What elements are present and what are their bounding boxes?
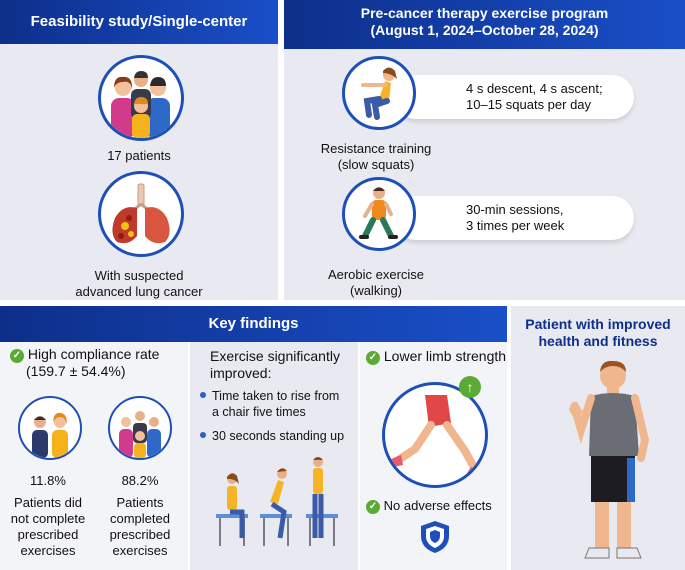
compliance-rate: (159.7 ± 54.4%) <box>26 363 126 379</box>
completers-line-3: prescribed <box>109 527 171 542</box>
outcome-title-line-1: Patient with improved <box>525 316 671 332</box>
patients-count: 17 patients <box>107 148 171 163</box>
resistance-label-line-2: (slow squats) <box>337 157 415 172</box>
completers-illustration <box>108 396 172 460</box>
improvement-item-1: Time taken to rise from a chair five tim… <box>200 388 339 420</box>
leg-strength-illustration <box>382 382 488 488</box>
improvement-heading: Exercise significantly improved: <box>210 348 340 382</box>
feasibility-header: Feasibility study/Single-center <box>0 0 278 44</box>
resistance-detail-pill: 4 s descent, 4 s ascent; 10–15 squats pe… <box>394 75 634 119</box>
patients-group-illustration <box>98 55 184 141</box>
condition-label: With suspected advanced lung cancer <box>0 268 278 300</box>
aerobic-detail-line-2: 3 times per week <box>466 218 565 233</box>
non-completers-illustration <box>18 396 82 460</box>
up-arrow-icon: ↑ <box>459 376 481 398</box>
improvement-item-1-line-1: Time taken to rise from <box>212 389 340 403</box>
completers-percent: 88.2% <box>121 473 159 488</box>
condition-line-2: advanced lung cancer <box>75 284 203 299</box>
aerobic-label-line-2: (walking) <box>349 283 402 298</box>
bullet-icon <box>200 392 206 398</box>
improvement-title-line-2: improved: <box>210 365 272 381</box>
improvement-item-1-line-2: a chair five times <box>212 405 306 419</box>
completers-line-1: Patients <box>116 495 164 510</box>
aerobic-detail-pill: 30-min sessions, 3 times per week <box>394 196 634 240</box>
feasibility-title: Feasibility study/Single-center <box>30 13 248 30</box>
resistance-label-line-1: Resistance training <box>320 141 432 156</box>
check-icon: ✓ <box>366 351 380 365</box>
non-completers-stat: 11.8% Patients did not complete prescrib… <box>0 473 96 559</box>
aerobic-label: Aerobic exercise (walking) <box>316 267 436 299</box>
program-header: Pre-cancer therapy exercise program (Aug… <box>284 0 685 49</box>
shield-icon <box>420 520 450 554</box>
squat-illustration <box>342 56 416 130</box>
improvement-panel: Exercise significantly improved: Time ta… <box>190 342 358 570</box>
feasibility-panel: Feasibility study/Single-center 17 patie… <box>0 0 278 300</box>
completers-line-4: exercises <box>112 543 168 558</box>
aerobic-detail-line-1: 30-min sessions, <box>466 202 564 217</box>
non-completers-line-4: exercises <box>20 543 76 558</box>
lungs-illustration <box>98 171 184 257</box>
findings-header: Key findings <box>0 306 507 342</box>
outcome-panel: Patient with improved health and fitness <box>511 306 685 570</box>
chair-stand-illustration <box>214 454 344 549</box>
resistance-label: Resistance training (slow squats) <box>316 141 436 173</box>
findings-title: Key findings <box>208 315 299 332</box>
improvement-item-2-text: 30 seconds standing up <box>212 429 345 443</box>
program-panel: Pre-cancer therapy exercise program (Aug… <box>284 0 685 300</box>
improvement-title-line-1: Exercise significantly <box>210 348 340 364</box>
program-title-line-1: Pre-cancer therapy exercise program <box>360 5 609 21</box>
non-completers-line-3: prescribed <box>17 527 79 542</box>
program-title-line-2: (August 1, 2024–October 28, 2024) <box>370 22 599 38</box>
strength-panel: ✓ Lower limb strength ↑ ✓ No adverse eff… <box>360 342 507 570</box>
outcome-title-line-2: health and fitness <box>538 333 658 349</box>
check-icon: ✓ <box>10 349 24 363</box>
strength-title: Lower limb strength <box>383 348 507 364</box>
non-completers-percent: 11.8% <box>30 473 66 488</box>
non-completers-line-1: Patients did <box>14 495 82 510</box>
bullet-icon <box>200 432 206 438</box>
non-completers-line-2: not complete <box>10 511 86 526</box>
improvement-item-2: 30 seconds standing up <box>200 428 344 444</box>
compliance-title: High compliance rate <box>27 346 160 362</box>
adverse-effects: ✓ No adverse effects <box>366 498 492 514</box>
condition-line-1: With suspected <box>94 268 184 283</box>
walking-illustration <box>342 177 416 251</box>
compliance-panel: ✓ High compliance rate (159.7 ± 54.4%) 1… <box>0 342 188 570</box>
aerobic-label-line-1: Aerobic exercise <box>327 267 425 282</box>
strength-heading: ✓ Lower limb strength <box>366 348 506 365</box>
adverse-effects-text: No adverse effects <box>383 498 492 513</box>
check-icon: ✓ <box>366 500 380 514</box>
resistance-detail-line-2: 10–15 squats per day <box>466 97 592 112</box>
completers-stat: 88.2% Patients completed prescribed exer… <box>92 473 188 559</box>
compliance-heading: ✓ High compliance rate (159.7 ± 54.4%) <box>10 346 159 380</box>
outcome-title: Patient with improved health and fitness <box>511 316 685 350</box>
healthy-patient-illustration <box>561 358 651 566</box>
completers-line-2: completed <box>110 511 170 526</box>
resistance-detail-line-1: 4 s descent, 4 s ascent; <box>466 81 603 96</box>
